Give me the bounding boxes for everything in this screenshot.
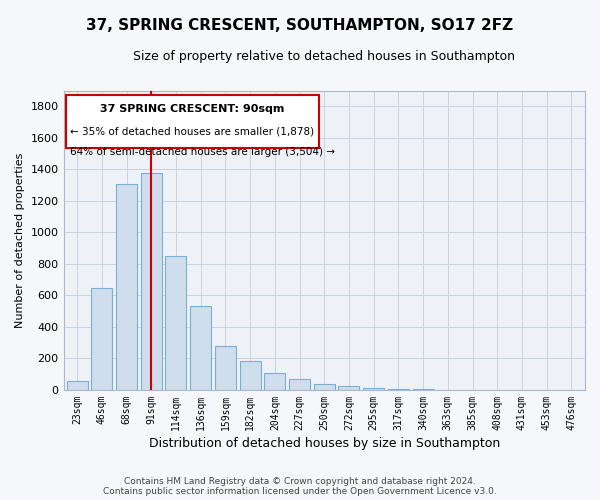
- Text: 37, SPRING CRESCENT, SOUTHAMPTON, SO17 2FZ: 37, SPRING CRESCENT, SOUTHAMPTON, SO17 2…: [86, 18, 514, 32]
- Bar: [141, 174, 162, 390]
- Text: Contains HM Land Registry data © Crown copyright and database right 2024.: Contains HM Land Registry data © Crown c…: [124, 477, 476, 486]
- FancyBboxPatch shape: [66, 96, 319, 148]
- Bar: [239, 361, 260, 390]
- Bar: [91, 288, 112, 390]
- Bar: [116, 184, 137, 390]
- Bar: [289, 379, 310, 390]
- Y-axis label: Number of detached properties: Number of detached properties: [15, 152, 25, 328]
- Bar: [190, 306, 211, 390]
- Bar: [215, 346, 236, 390]
- Bar: [67, 382, 88, 390]
- Bar: [265, 374, 286, 390]
- Bar: [166, 256, 187, 390]
- Text: ← 35% of detached houses are smaller (1,878): ← 35% of detached houses are smaller (1,…: [70, 126, 314, 136]
- Bar: [363, 388, 384, 390]
- Bar: [388, 388, 409, 390]
- Bar: [314, 384, 335, 390]
- X-axis label: Distribution of detached houses by size in Southampton: Distribution of detached houses by size …: [149, 437, 500, 450]
- Text: 37 SPRING CRESCENT: 90sqm: 37 SPRING CRESCENT: 90sqm: [100, 104, 285, 114]
- Text: Contains public sector information licensed under the Open Government Licence v3: Contains public sector information licen…: [103, 487, 497, 496]
- Text: 64% of semi-detached houses are larger (3,504) →: 64% of semi-detached houses are larger (…: [70, 148, 335, 158]
- Title: Size of property relative to detached houses in Southampton: Size of property relative to detached ho…: [133, 50, 515, 63]
- Bar: [338, 386, 359, 390]
